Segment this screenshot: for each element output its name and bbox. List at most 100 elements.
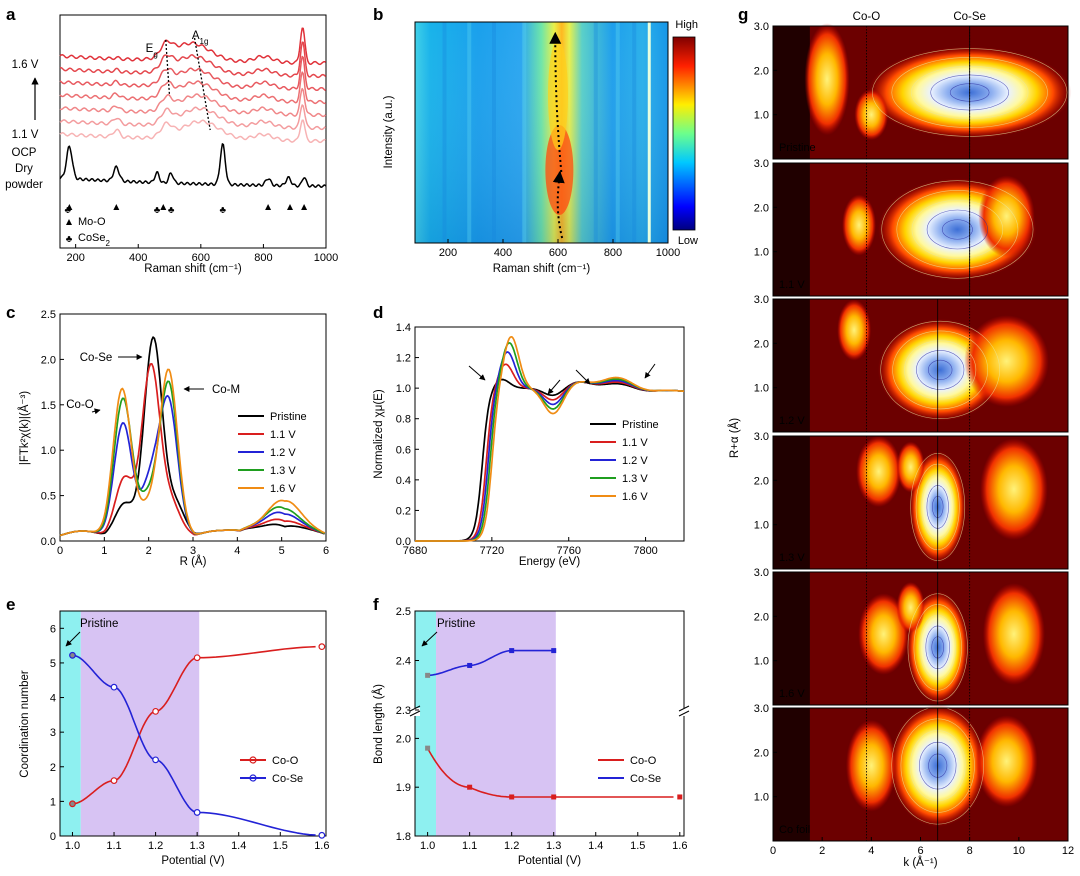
map-label: 1.2 V (779, 415, 805, 427)
feature-arrow (644, 363, 656, 379)
data-point (425, 745, 431, 751)
x-tick-label: 5 (279, 545, 285, 557)
x-tick-label: 1000 (656, 247, 680, 259)
cose2-marker: ♣ (154, 205, 161, 216)
y-axis-title: Intensity (a.u.) (383, 95, 395, 168)
heatmap-shading (415, 22, 668, 243)
panel-g: g Co-O Co-Se 1.0 2.0 3.0 Pristine 1.0 2.0 3.0 1.1 … (728, 5, 1074, 869)
x-tick-label: 1.4 (588, 840, 603, 852)
legend-entry: Co-O (240, 755, 299, 767)
map-intensity-blob (896, 581, 925, 633)
y-tick-label: 1.0 (754, 383, 769, 395)
data-point (467, 662, 473, 668)
legend-label: 1.6 V (270, 483, 296, 495)
mo-o-marker (66, 204, 73, 210)
feature-arrow (468, 365, 486, 381)
x-tick-label: 1.2 (148, 840, 163, 852)
x-tick-label: 7720 (480, 545, 504, 557)
annotation-label: Pristine (437, 618, 475, 630)
map-intensity-blob (964, 315, 1049, 407)
axes-frame (772, 25, 1069, 160)
y-tick-label: 1.9 (396, 782, 411, 794)
data-point (425, 672, 431, 678)
y-tick-label: 1.5 (41, 400, 56, 412)
axes-frame (414, 326, 685, 542)
legend-label: 1.1 V (622, 437, 648, 449)
panel-label: f (373, 595, 379, 614)
map-contour (881, 180, 1034, 279)
axis-break-mark (678, 710, 690, 717)
mo-o-marker (113, 204, 120, 210)
eg-guide (165, 39, 171, 97)
voltage-top-label: 1.6 V (12, 59, 39, 71)
data-point (193, 809, 201, 816)
axes-frame (772, 298, 1069, 433)
y-tick-label: 0.5 (41, 491, 56, 503)
colorbar-low-label: Low (678, 235, 698, 247)
x-tick-label: 7760 (556, 545, 580, 557)
pristine-region (415, 611, 437, 836)
map-contour (896, 190, 1019, 269)
wavelet-map: 1.0 2.0 3.0 1.2 V (754, 294, 1069, 433)
x-axis-title: Raman shift (cm⁻¹) (493, 263, 591, 275)
x-axis-title: Energy (eV) (519, 556, 581, 568)
top-label: Co-Se (953, 11, 986, 23)
data-point (110, 683, 118, 691)
legend-entry: Pristine (590, 419, 659, 431)
curve-label: Dry (15, 163, 33, 175)
shift-arrow-upper (549, 31, 563, 173)
map-contour (927, 359, 953, 380)
map-contour (941, 219, 973, 240)
y-tick-label: 0.2 (396, 505, 411, 517)
legend-label: Pristine (270, 411, 307, 423)
panel-c: c 0 1 2 3 4 5 6 0.0 0.5 1.0 1.5 2.0 2.5 R (Å) |FTk²χ(k)… (6, 303, 329, 568)
x-tick-label: 4 (868, 845, 874, 857)
feature-arrow (575, 369, 591, 385)
annotation-label: Co-Se (80, 352, 113, 364)
wavelet-map: 1.0 2.0 3.0 1.3 V (754, 431, 1069, 570)
mo-o-marker (301, 204, 308, 210)
y-tick-label: 0.0 (41, 536, 56, 548)
map-intensity-blob (842, 194, 877, 256)
series-line (59, 71, 326, 105)
panel-f: f 1.0 1.1 1.2 1.3 1.4 1.5 1.6 2.3 2.4 2.5 1.8 1.9 2.0… (372, 595, 690, 867)
legend-label: 1.2 V (622, 455, 648, 467)
y-tick-label: 3.0 (754, 158, 769, 170)
x-axis-title: R (Å) (180, 555, 207, 568)
map-contour (892, 330, 989, 410)
legend-entry: 1.2 V (238, 447, 296, 459)
y-tick-label: 1.0 (396, 383, 411, 395)
legend-label: 1.2 V (270, 447, 296, 459)
x-tick-label: 4 (234, 545, 240, 557)
colorbar (672, 36, 696, 231)
y-tick-label: 3.0 (754, 21, 769, 33)
map-intensity-blob (978, 175, 1035, 257)
y-tick-label: 1.0 (754, 792, 769, 804)
map-intensity-blob (982, 583, 1046, 686)
legend-label: 1.3 V (622, 473, 648, 485)
map-intensity-blob (896, 441, 925, 493)
panel-label: d (373, 303, 383, 322)
legend-entry: Co-O (598, 755, 657, 767)
series-line (59, 87, 327, 118)
wavelet-map: 1.0 2.0 3.0 1.1 V (754, 158, 1069, 297)
x-tick-label: 1 (101, 545, 107, 557)
heatmap-ridge (548, 40, 568, 150)
legend-marker (249, 774, 257, 782)
x-tick-label: 400 (129, 252, 147, 264)
axes-frame (772, 435, 1069, 570)
heatmap-streak (615, 22, 620, 243)
map-contour (926, 209, 988, 250)
x-tick-label: 7680 (403, 545, 427, 557)
x-tick-label: 6 (323, 545, 329, 557)
axes-frame (59, 14, 327, 249)
legend-entry: 1.6 V (590, 491, 648, 503)
y-tick-label: 1.0 (754, 110, 769, 122)
heatmap-hotspot (545, 125, 574, 215)
wavelet-map: 1.0 2.0 3.0 1.6 V (754, 567, 1069, 706)
shift-arrow-lower (552, 170, 565, 239)
x-tick-label: 1.3 (546, 840, 561, 852)
data-point (69, 800, 76, 808)
legend-label: Co-Se (272, 773, 303, 785)
